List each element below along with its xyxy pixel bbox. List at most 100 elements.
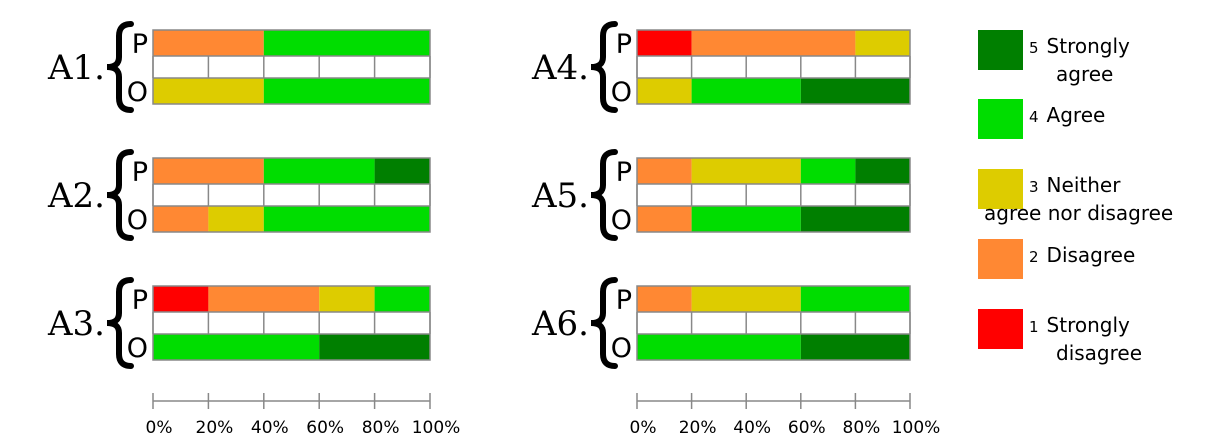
gap-strip [637, 312, 910, 334]
legend-text: Disagree [1047, 243, 1136, 267]
row-label-p: P [132, 157, 148, 188]
bar-segment [263, 78, 430, 104]
tick-label: 60% [788, 418, 826, 438]
tick-label: 100% [892, 418, 941, 438]
legend-swatch [978, 169, 1023, 209]
bar-segment [637, 286, 692, 312]
tick-label: 0% [630, 418, 657, 438]
row-label-p: P [132, 29, 148, 60]
tick-label: 20% [679, 418, 717, 438]
legend-label: 3 Neither [1029, 173, 1121, 197]
bar-segment [855, 30, 910, 56]
bar-segment [800, 158, 856, 184]
legend-label: 5 Strongly [1029, 34, 1130, 58]
gap-strip [153, 312, 430, 334]
bar-segment [800, 78, 910, 104]
bar-frame [152, 285, 431, 361]
row-label-o: O [611, 77, 632, 108]
row-label-p: P [616, 157, 632, 188]
gap-strip [153, 184, 430, 206]
legend-entry-4: 4 Agree [978, 99, 1105, 139]
legend-number: 1 [1029, 318, 1039, 336]
bar-segment [637, 158, 692, 184]
brace-icon [106, 21, 134, 113]
item-group-4: PO A4. [531, 21, 911, 113]
tick-label: 60% [306, 418, 344, 438]
bar-segment [691, 206, 801, 232]
legend-swatch [978, 99, 1023, 139]
item-label: A4. [531, 48, 589, 88]
bar-segment [208, 286, 320, 312]
legend-number: 4 [1029, 108, 1039, 126]
bar-frame [636, 285, 911, 361]
brace-icon [106, 277, 134, 369]
bar-segment [691, 286, 801, 312]
legend: 5 Strongly agree 4 Agree 3 Neither agree nor di… [978, 30, 1173, 365]
bar-segment [637, 334, 801, 360]
item-group-1: PO A1. [47, 21, 431, 113]
legend-number: 5 [1029, 39, 1039, 57]
bar-segment [374, 158, 430, 184]
bar-segment [800, 334, 910, 360]
legend-swatch [978, 239, 1023, 279]
legend-label: 1 Strongly [1029, 313, 1130, 337]
row-label-o: O [611, 333, 632, 364]
bar-segment [263, 158, 375, 184]
gap-strip [153, 56, 430, 78]
bar-frame [636, 157, 911, 233]
item-label: A1. [47, 48, 105, 88]
bar-segment [800, 206, 910, 232]
legend-text-line2: disagree [1056, 341, 1142, 365]
row-label-p: P [616, 29, 632, 60]
legend-text: Neither [1047, 173, 1122, 197]
row-label-o: O [127, 205, 148, 236]
legend-entry-1: 1 Strongly disagree [978, 309, 1142, 365]
item-group-6: PO A6. [531, 277, 911, 369]
legend-label: 4 Agree [1029, 103, 1105, 127]
bar-frame [636, 29, 911, 105]
x-axis-1: 0% 20% 40% 60% 80% 100% [146, 393, 461, 438]
bar-segment [153, 158, 264, 184]
brace-icon [590, 21, 618, 113]
bar-segment [374, 286, 430, 312]
tick-label: 80% [843, 418, 881, 438]
item-group-5: PO A5. [531, 149, 911, 241]
legend-text: Strongly [1047, 313, 1130, 337]
legend-text: Strongly [1047, 34, 1130, 58]
row-label-o: O [127, 333, 148, 364]
bar-frame [152, 29, 431, 105]
bar-segment [691, 30, 856, 56]
legend-entry-5: 5 Strongly agree [978, 30, 1130, 86]
legend-label: 2 Disagree [1029, 243, 1135, 267]
bar-segment [263, 30, 430, 56]
brace-icon [590, 149, 618, 241]
bar-segment [691, 78, 801, 104]
bar-segment [691, 158, 801, 184]
row-label-o: O [127, 77, 148, 108]
bar-segment [855, 158, 910, 184]
bar-segment [153, 206, 209, 232]
item-group-3: PO A3. [47, 277, 431, 369]
bar-segment [637, 78, 692, 104]
gap-strip [637, 56, 910, 78]
gap-strip [637, 184, 910, 206]
legend-number: 3 [1029, 178, 1039, 196]
legend-entry-2: 2 Disagree [978, 239, 1135, 279]
legend-entry-3: 3 Neither agree nor disagree [978, 169, 1173, 225]
row-label-p: P [132, 285, 148, 316]
bar-segment [153, 334, 320, 360]
tick-label: 20% [196, 418, 234, 438]
row-label-o: O [611, 205, 632, 236]
bar-segment [319, 334, 430, 360]
tick-label: 100% [412, 418, 461, 438]
bar-frame [152, 157, 431, 233]
tick-label: 0% [146, 418, 173, 438]
bar-segment [153, 30, 264, 56]
bar-segment [153, 78, 264, 104]
legend-text-line2: agree nor disagree [984, 201, 1173, 225]
brace-icon [106, 149, 134, 241]
tick-label: 80% [362, 418, 400, 438]
item-label: A6. [531, 304, 589, 344]
